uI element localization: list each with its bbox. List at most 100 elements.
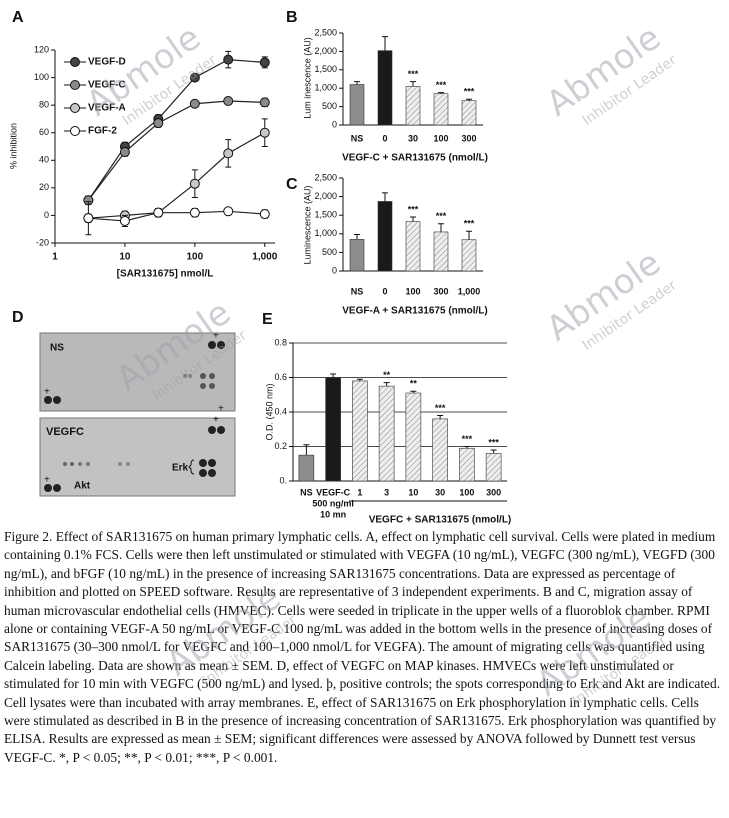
data-point	[259, 57, 270, 68]
x-axis-label: VEGF-C + SAR131675 (nmol/L)	[342, 153, 488, 164]
bar	[349, 84, 365, 126]
legend-label: VEGF-A	[88, 103, 126, 114]
y-tick-label: 20	[39, 182, 49, 192]
x-tick-label: 100	[433, 133, 448, 143]
bar	[433, 231, 449, 272]
error-bar	[383, 382, 390, 387]
error-bar	[490, 449, 497, 454]
legend-marker	[70, 103, 80, 113]
y-tick-label: 2,000	[314, 191, 337, 201]
y-tick-label: 0.8	[274, 337, 287, 347]
y-tick-label: 2,500	[314, 172, 337, 182]
figure-caption: Figure 2. Effect of SAR131675 on human p…	[4, 529, 721, 765]
blot-image	[39, 332, 236, 412]
x-tick-label: NS	[351, 286, 364, 296]
y-tick-label: 0	[332, 265, 337, 275]
series-line	[87, 100, 265, 201]
y-axis-label: Luminescence (AU)	[302, 185, 312, 264]
bar	[405, 86, 421, 126]
significance-label: ***	[488, 437, 499, 447]
bar	[405, 221, 421, 272]
x-tick-label: 30	[435, 487, 445, 497]
significance-label: ***	[408, 204, 419, 214]
y-tick-label: -20	[36, 237, 49, 247]
significance-label: ***	[464, 219, 475, 229]
bracket	[188, 459, 195, 475]
error-bar	[410, 216, 416, 222]
blot-label: Erk	[172, 463, 189, 474]
error-bar	[330, 373, 337, 378]
x-tick-label: NS	[300, 487, 313, 497]
error-bar	[382, 36, 388, 51]
x-tick-label: 0	[382, 286, 387, 296]
panel-label: B	[286, 9, 298, 26]
category-note: 500 ng/ml	[312, 498, 354, 508]
y-tick-label: 1,000	[314, 228, 337, 238]
error-bar	[354, 81, 360, 85]
bar	[352, 380, 368, 482]
y-axis-label: O.D. (450 nm)	[264, 383, 274, 440]
y-tick-label: 60	[39, 127, 49, 137]
data-point	[189, 72, 200, 83]
error-bar	[410, 81, 416, 87]
blot-label: VEGFC	[46, 426, 84, 438]
significance-label: **	[383, 370, 391, 380]
panel-label: D	[12, 309, 24, 326]
y-tick-label: 1,500	[314, 210, 337, 220]
bar	[485, 453, 502, 482]
bar	[298, 454, 315, 482]
bar	[459, 447, 475, 482]
data-point	[189, 207, 200, 218]
legend-label: FGF-2	[88, 126, 117, 137]
x-tick-label: 30	[408, 133, 418, 143]
y-tick-label: 2,000	[314, 46, 337, 56]
y-axis-label: % inhibition	[8, 123, 18, 169]
significance-label: ***	[464, 87, 475, 97]
x-tick-label: 3	[384, 487, 389, 497]
legend-marker	[70, 57, 80, 67]
bar	[378, 385, 395, 482]
significance-label: ***	[462, 434, 473, 444]
data-point	[189, 98, 200, 109]
x-tick-label: 1	[357, 487, 362, 497]
legend-label: VEGF-D	[88, 57, 126, 68]
significance-label: ***	[408, 69, 419, 79]
x-tick-label: NS	[351, 133, 364, 143]
bar	[325, 377, 341, 482]
error-bar	[437, 414, 444, 419]
y-tick-label: 2,500	[314, 27, 337, 37]
y-axis-label: Lum inescence (AU)	[302, 37, 312, 119]
bar	[405, 392, 422, 482]
control-mark: +	[218, 404, 224, 415]
bar	[433, 93, 449, 126]
x-tick-label: 10	[119, 252, 131, 263]
blot-panel: D NS VEGFC Erk Akt + + + + +	[12, 309, 236, 497]
data-point	[223, 96, 234, 107]
error-bar	[303, 444, 310, 456]
series-line	[87, 59, 265, 201]
blot-label: NS	[50, 343, 64, 354]
y-tick-label: 0.2	[274, 441, 287, 451]
legend-marker	[70, 80, 80, 90]
significance-label: ***	[436, 80, 447, 90]
significance-label: ***	[436, 211, 447, 221]
significance-label: ***	[435, 403, 446, 413]
y-tick-label: 1,500	[314, 64, 337, 74]
x-tick-label: 300	[486, 487, 501, 497]
data-point	[153, 207, 164, 218]
data-point	[259, 127, 270, 138]
data-point	[189, 178, 200, 189]
y-tick-label: 1,000	[314, 83, 337, 93]
category-note: 10 mn	[320, 509, 346, 519]
x-tick-label: 10	[408, 487, 418, 497]
blot-image	[39, 417, 236, 497]
data-point	[223, 54, 234, 65]
control-mark: +	[44, 387, 50, 398]
data-point	[153, 118, 164, 129]
bar	[461, 239, 477, 272]
y-tick-label: 0.	[279, 475, 287, 485]
y-tick-label: 0	[44, 210, 49, 220]
data-point	[223, 148, 234, 159]
legend-label: VEGF-C	[88, 80, 126, 91]
y-tick-label: 120	[34, 44, 49, 54]
